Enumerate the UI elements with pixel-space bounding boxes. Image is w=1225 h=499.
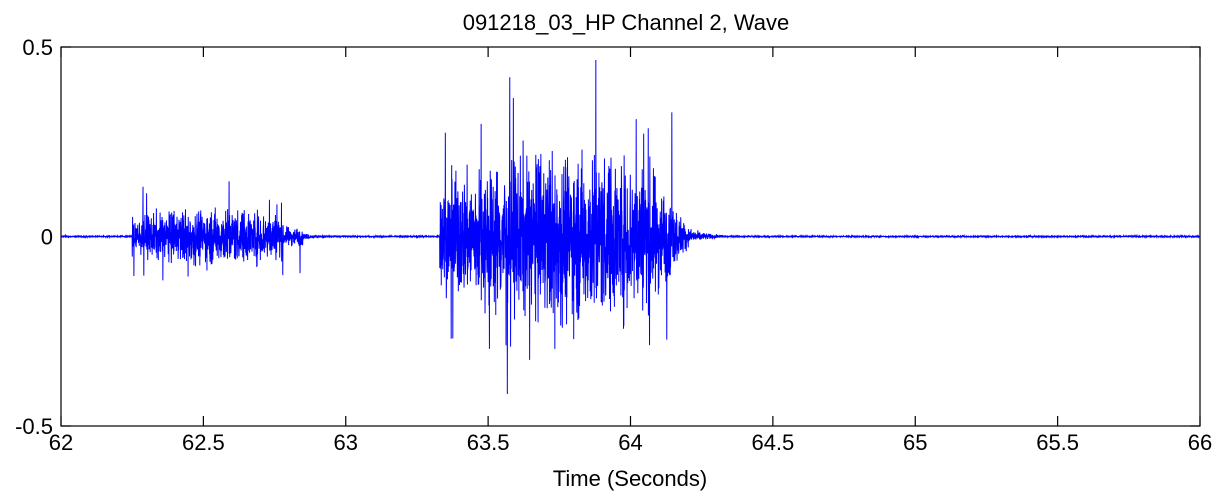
y-tick-label: 0 (41, 225, 53, 250)
x-tick-label: 65 (903, 430, 927, 455)
y-axis-ticks: -0.5 0 0.5 (15, 35, 1200, 439)
x-tick-label: 66 (1188, 430, 1212, 455)
chart-title: 091218_03_HP Channel 2, Wave (463, 10, 790, 35)
series-line-0 (60, 59, 1201, 394)
x-tick-label: 64.5 (751, 430, 794, 455)
x-tick-label: 64 (618, 430, 642, 455)
x-tick-label: 62 (49, 430, 73, 455)
x-axis-ticks: 62 62.5 63 63.5 64 64.5 65 65.5 66 (49, 47, 1212, 455)
series-layer (60, 59, 1201, 394)
x-tick-label: 62.5 (182, 430, 225, 455)
x-tick-label: 63 (334, 430, 358, 455)
x-axis-label: Time (Seconds) (553, 466, 707, 491)
y-tick-label: 0.5 (22, 35, 53, 60)
y-tick-label: -0.5 (15, 414, 53, 439)
x-tick-label: 63.5 (467, 430, 510, 455)
x-tick-label: 65.5 (1036, 430, 1079, 455)
